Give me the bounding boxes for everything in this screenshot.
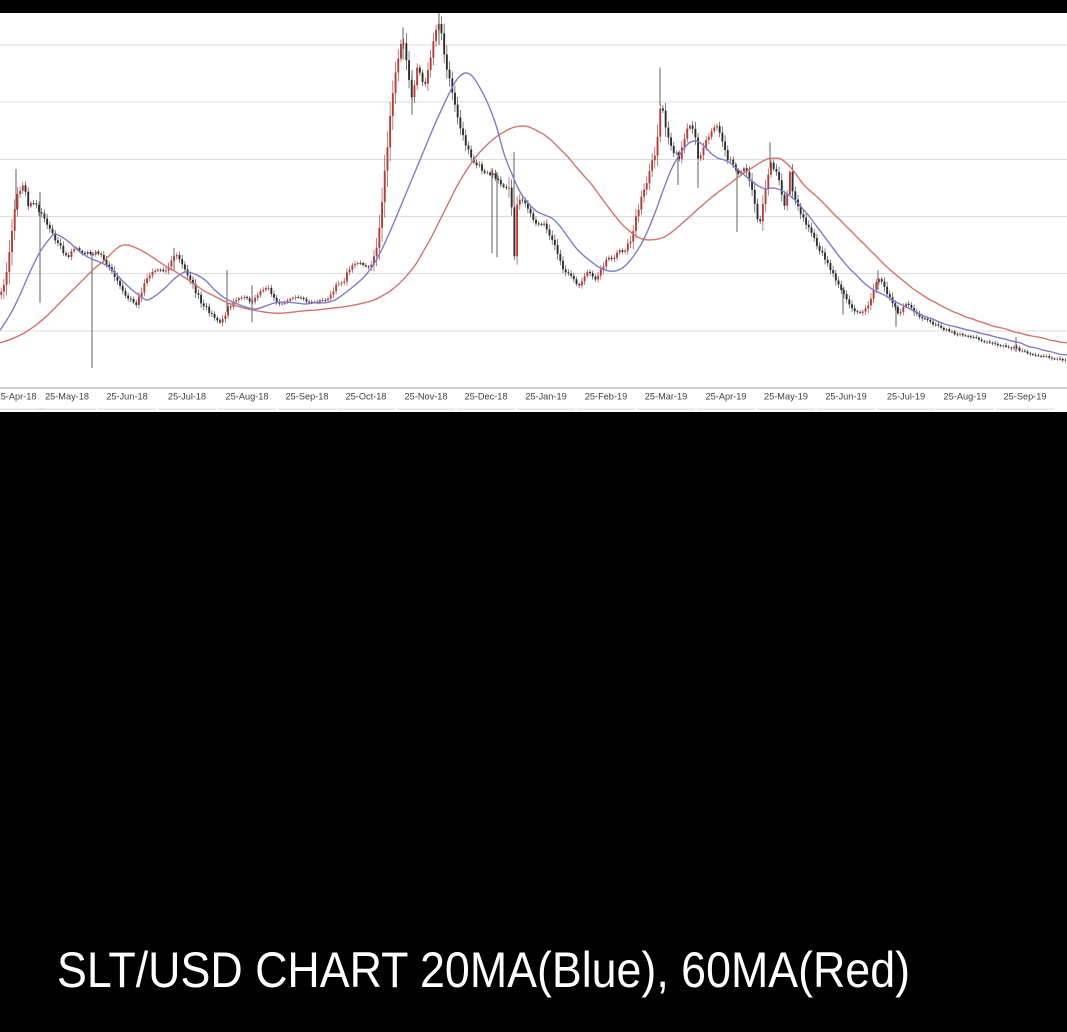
x-axis-tick: 25-May-19 <box>764 392 808 402</box>
x-axis-tick: 25-Feb-19 <box>585 392 627 402</box>
x-axis-tick: 25-Nov-18 <box>405 392 448 402</box>
x-axis-tick: 25-Apr-18 <box>0 392 36 402</box>
price-chart-panel: 25-Apr-18 25-May-18 25-Jun-18 25-Jul-18 25-A… <box>0 13 1067 412</box>
x-axis-tick: 25-Dec-18 <box>465 392 508 402</box>
x-axis-tick: 25-May-18 <box>45 392 89 402</box>
x-axis-tick: 25-Sep-19 <box>1004 392 1047 402</box>
x-axis-tick: 25-Jan-19 <box>525 392 566 402</box>
x-axis-tick: 25-Mar-19 <box>645 392 687 402</box>
x-axis-tick: 25-Jun-19 <box>825 392 866 402</box>
x-axis-tick: 25-Aug-18 <box>226 392 269 402</box>
x-axis-tick: 25-Jul-19 <box>887 392 925 402</box>
chart-caption: SLT/USD CHART 20MA(Blue), 60MA(Red) <box>57 942 910 998</box>
x-axis-tick: 25-Aug-19 <box>944 392 987 402</box>
price-chart-svg: 25-Apr-18 25-May-18 25-Jun-18 25-Jul-18 25-A… <box>0 13 1067 410</box>
x-axis-tick: 25-Oct-18 <box>346 392 387 402</box>
ma60-line <box>0 125 1067 344</box>
top-black-bar <box>0 0 1067 13</box>
ma20-line <box>0 72 1067 356</box>
candlesticks-group <box>0 16 1067 363</box>
x-axis-tick: 25-Jul-18 <box>168 392 206 402</box>
x-axis-labels-group: 25-Apr-18 25-May-18 25-Jun-18 25-Jul-18 25-A… <box>0 392 1054 410</box>
bottom-black-area <box>0 412 1067 1032</box>
x-axis-tick: 25-Jun-18 <box>106 392 147 402</box>
long-wicks-group <box>15 13 1017 368</box>
x-axis-tick: 25-Sep-18 <box>286 392 329 402</box>
x-axis-tick: 25-Apr-19 <box>706 392 747 402</box>
